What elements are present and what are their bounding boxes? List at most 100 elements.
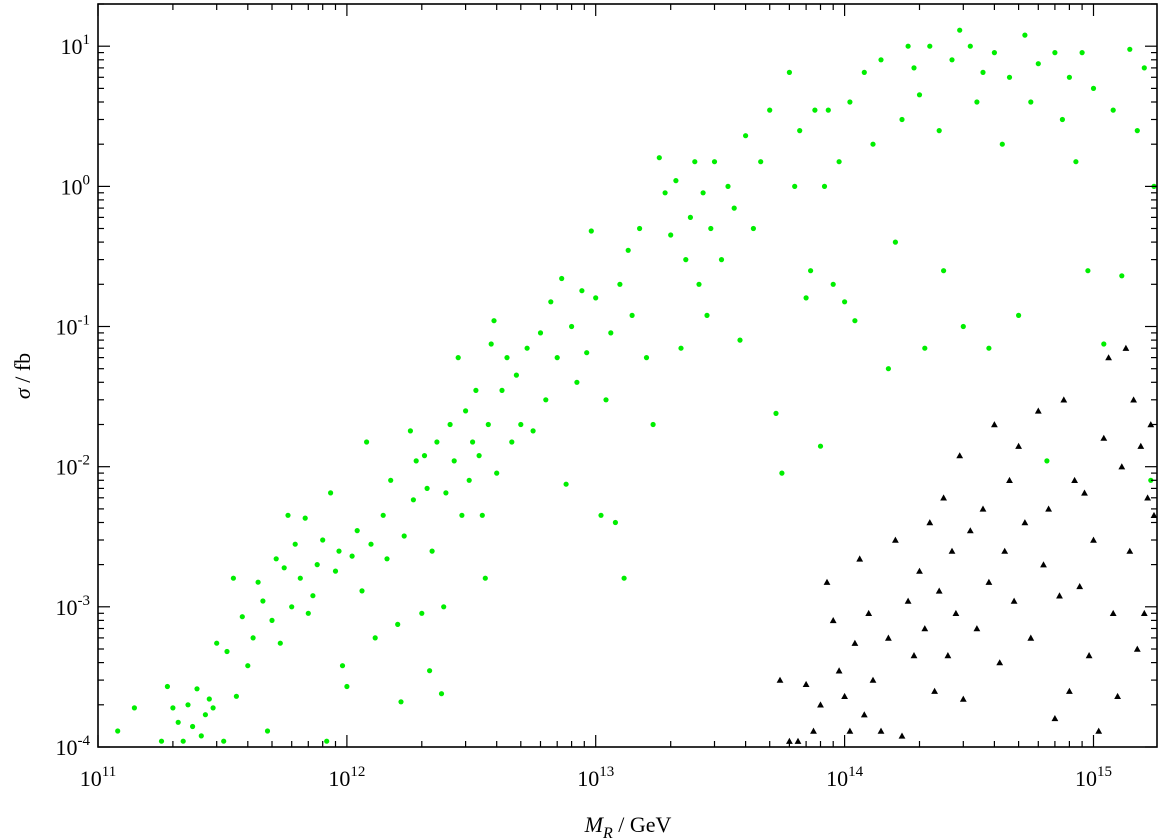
point-circle-68 bbox=[447, 421, 453, 428]
x-axis-title: MR / GeV bbox=[584, 812, 672, 840]
point-triangle-60 bbox=[1109, 609, 1117, 616]
point-circle-1 bbox=[131, 705, 137, 711]
point-circle-72 bbox=[463, 408, 469, 414]
point-circle-38 bbox=[324, 738, 330, 744]
point-circle-153 bbox=[885, 366, 892, 372]
point-triangle-44 bbox=[1027, 634, 1035, 641]
point-circle-10 bbox=[198, 733, 204, 739]
point-circle-131 bbox=[750, 225, 757, 232]
point-circle-128 bbox=[731, 205, 737, 211]
point-circle-142 bbox=[817, 443, 824, 449]
point-circle-41 bbox=[336, 548, 342, 554]
point-circle-182 bbox=[1079, 50, 1085, 56]
point-circle-5 bbox=[175, 719, 181, 725]
point-circle-4 bbox=[170, 705, 176, 711]
point-circle-149 bbox=[852, 318, 858, 324]
point-circle-76 bbox=[476, 453, 482, 459]
point-triangle-55 bbox=[1085, 652, 1093, 659]
point-circle-88 bbox=[524, 345, 530, 351]
point-triangle-40 bbox=[1006, 476, 1013, 483]
point-circle-108 bbox=[625, 247, 631, 253]
point-circle-33 bbox=[302, 515, 308, 521]
point-circle-90 bbox=[537, 330, 544, 336]
point-triangle-53 bbox=[1076, 583, 1084, 590]
point-circle-29 bbox=[285, 512, 291, 518]
point-circle-43 bbox=[344, 683, 350, 690]
point-circle-127 bbox=[725, 183, 731, 189]
point-circle-32 bbox=[297, 575, 303, 581]
y-tick-label-4: 100 bbox=[61, 172, 91, 199]
point-circle-57 bbox=[410, 497, 416, 503]
point-circle-25 bbox=[269, 617, 275, 624]
point-circle-151 bbox=[870, 141, 876, 147]
point-triangle-59 bbox=[1105, 354, 1112, 361]
point-circle-36 bbox=[314, 562, 320, 568]
point-circle-69 bbox=[451, 458, 457, 464]
point-circle-94 bbox=[559, 275, 565, 282]
point-triangle-14 bbox=[865, 609, 873, 616]
point-triangle-18 bbox=[892, 536, 899, 543]
point-triangle-61 bbox=[1114, 692, 1121, 699]
point-circle-92 bbox=[548, 299, 554, 305]
point-triangle-34 bbox=[973, 625, 981, 632]
point-circle-22 bbox=[255, 579, 261, 585]
point-circle-119 bbox=[687, 214, 694, 220]
point-circle-83 bbox=[499, 387, 505, 393]
point-circle-157 bbox=[911, 65, 917, 71]
point-triangle-30 bbox=[952, 609, 960, 616]
point-triangle-31 bbox=[956, 452, 964, 459]
point-circle-58 bbox=[413, 458, 419, 464]
point-circle-166 bbox=[967, 43, 973, 49]
point-triangle-65 bbox=[1130, 396, 1137, 403]
point-triangle-47 bbox=[1045, 505, 1052, 512]
point-triangle-28 bbox=[944, 652, 952, 659]
point-circle-134 bbox=[773, 410, 779, 416]
point-triangle-49 bbox=[1056, 592, 1063, 599]
point-circle-105 bbox=[612, 519, 619, 526]
point-circle-180 bbox=[1066, 74, 1072, 80]
point-circle-111 bbox=[643, 355, 650, 361]
point-circle-190 bbox=[1141, 65, 1147, 71]
point-circle-104 bbox=[608, 330, 614, 336]
point-circle-18 bbox=[233, 693, 239, 699]
point-circle-39 bbox=[328, 490, 334, 496]
point-circle-176 bbox=[1035, 61, 1041, 67]
point-triangle-56 bbox=[1090, 536, 1097, 543]
axis-ticks bbox=[97, 3, 1157, 748]
point-circle-106 bbox=[617, 281, 623, 287]
point-triangle-20 bbox=[904, 597, 912, 604]
point-triangle-33 bbox=[966, 527, 974, 534]
point-circle-137 bbox=[792, 183, 798, 189]
point-triangle-0 bbox=[776, 676, 784, 683]
x-tick-label-0: 1011 bbox=[80, 764, 116, 791]
point-triangle-41 bbox=[1010, 597, 1018, 604]
point-triangle-10 bbox=[846, 727, 854, 734]
point-circle-12 bbox=[206, 696, 212, 702]
point-circle-52 bbox=[388, 477, 394, 483]
point-circle-91 bbox=[543, 397, 549, 403]
point-circle-86 bbox=[513, 372, 520, 378]
point-triangle-68 bbox=[1140, 609, 1148, 616]
point-triangle-43 bbox=[1021, 519, 1029, 526]
point-triangle-51 bbox=[1066, 687, 1073, 694]
point-circle-114 bbox=[662, 190, 668, 196]
point-circle-87 bbox=[518, 421, 524, 428]
point-triangle-11 bbox=[851, 639, 859, 646]
point-circle-20 bbox=[245, 663, 251, 669]
point-circle-30 bbox=[289, 604, 295, 610]
point-circle-15 bbox=[221, 738, 227, 744]
point-circle-0 bbox=[115, 728, 121, 734]
point-triangle-62 bbox=[1118, 463, 1126, 470]
point-triangle-13 bbox=[860, 711, 868, 718]
point-circle-144 bbox=[825, 107, 831, 113]
point-circle-102 bbox=[598, 512, 604, 518]
point-triangle-8 bbox=[835, 667, 843, 674]
point-circle-45 bbox=[354, 528, 360, 534]
y-tick-label-2: 10-2 bbox=[56, 453, 91, 480]
point-circle-31 bbox=[292, 541, 298, 547]
point-circle-117 bbox=[678, 345, 684, 351]
point-circle-110 bbox=[637, 225, 643, 232]
point-circle-163 bbox=[949, 57, 955, 63]
point-triangle-71 bbox=[1150, 511, 1158, 518]
